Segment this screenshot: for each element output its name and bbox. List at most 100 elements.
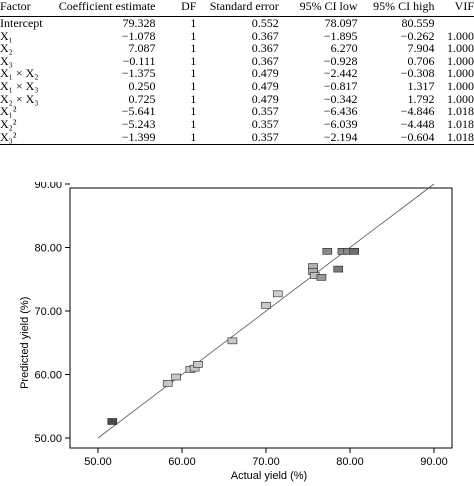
header-factor: Factor (0, 0, 59, 17)
cell-factor: X₁² (0, 104, 17, 119)
cell-factor: Intercept (0, 16, 43, 30)
cell-vif: 1.018 (447, 104, 474, 119)
data-points (107, 248, 360, 425)
cell-factor: X₂² (0, 116, 17, 131)
cell-ci-low: −6.039 (323, 116, 358, 131)
cell-vif: 1.000 (447, 78, 474, 93)
cell-ci-high: −0.262 (400, 28, 435, 43)
cell-coef: 7.087 (128, 41, 156, 56)
y-axis-label: Predicted yield (%) (19, 297, 31, 389)
cell-ci-low: −0.817 (323, 78, 358, 93)
cell-se: 0.357 (251, 116, 279, 131)
cell-vif: 1.018 (434, 130, 474, 146)
cell-vif: 1.000 (447, 53, 474, 68)
cell-vif: 1.000 (447, 91, 474, 106)
cell-factor: X₃² (0, 130, 59, 146)
table-row: X₁ −1.078 1 0.367 −1.895 −0.262 1.000 (0, 28, 474, 43)
data-point (261, 301, 271, 309)
data-point (316, 274, 327, 281)
cell-ci-low: −1.895 (323, 28, 358, 43)
table-row: X₁ × X₃ 0.250 1 0.479 −0.817 1.317 1.000 (0, 80, 474, 93)
data-point (193, 361, 203, 368)
x-tick-label: 70.00 (252, 456, 280, 468)
header-ci-low: 95% CI low (278, 0, 358, 17)
cell-ci-low: 78.097 (324, 16, 358, 30)
table-row: X₃² −1.399 1 0.357 −2.194 −0.604 1.018 (0, 130, 474, 146)
cell-coef: −5.641 (121, 104, 156, 119)
cell-coef: −5.243 (121, 116, 156, 131)
cell-coef: −0.111 (122, 53, 156, 68)
data-point (322, 248, 333, 255)
table-row: X₂ × X₃ 0.725 1 0.479 −0.342 1.792 1.000 (0, 91, 474, 106)
cell-ci-high: −0.604 (357, 130, 435, 146)
header-ci-high: 95% CI high (357, 0, 435, 17)
x-tick-label: 80.00 (336, 456, 364, 468)
cell-coef: −1.375 (121, 66, 156, 81)
cell-ci-low: 6.270 (330, 41, 358, 56)
cell-ci-low: −2.194 (278, 130, 358, 146)
cell-df: 1 (190, 116, 197, 131)
reference-line (97, 183, 435, 439)
table-row: X₁ × X₂ −1.375 1 0.479 −2.442 −0.308 1.0… (0, 67, 474, 80)
cell-coef: 0.725 (128, 91, 156, 106)
data-point (333, 265, 344, 273)
cell-se: 0.367 (251, 41, 279, 56)
cell-ci-low: −0.342 (323, 91, 358, 106)
table-header-row: Factor Coefficient estimate DF Standard … (0, 0, 474, 17)
x-axis: 50.00 60.00 70.00 80.00 90.00 (84, 448, 448, 468)
cell-ci-high: 1.317 (407, 78, 435, 93)
y-tick-label: 70.00 (34, 306, 62, 318)
cell-se: 0.479 (251, 66, 279, 81)
cell-df: 1 (190, 28, 197, 43)
cell-vif (434, 17, 474, 30)
cell-df: 1 (190, 78, 197, 93)
cell-ci-high: 0.706 (407, 53, 435, 68)
table-row: X₁² −5.641 1 0.357 −6.436 −4.846 1.018 (0, 105, 474, 118)
cell-ci-high: −0.308 (400, 66, 435, 81)
table-row: Intercept 79.328 1 0.552 78.097 80.559 (0, 17, 474, 30)
y-tick-label: 60.00 (34, 370, 62, 382)
cell-factor: X₁ × X₂ (0, 66, 39, 81)
cell-ci-high: 7.904 (407, 41, 435, 56)
data-point (349, 248, 360, 255)
data-point (107, 418, 118, 425)
cell-factor: X₂ (0, 41, 13, 56)
y-tick-label: 80.00 (34, 243, 62, 255)
x-tick-label: 90.00 (420, 456, 448, 468)
cell-ci-high: 1.792 (407, 91, 435, 106)
cell-vif: 1.000 (447, 28, 474, 43)
cell-df: 1 (190, 66, 197, 81)
cell-coef: −1.078 (121, 28, 156, 43)
cell-se: 0.552 (251, 16, 279, 30)
x-tick-label: 50.00 (84, 456, 112, 468)
header-standard-error: Standard error (196, 0, 279, 17)
x-tick-label: 60.00 (168, 456, 196, 468)
cell-df: 1 (190, 16, 197, 30)
table-row: X₂ 7.087 1 0.367 6.270 7.904 1.000 (0, 42, 474, 55)
y-tick-label: 50.00 (34, 433, 62, 445)
cell-se: 0.479 (251, 91, 279, 106)
cell-se: 0.357 (196, 130, 279, 146)
data-point (171, 373, 181, 381)
cell-df: 1 (155, 130, 197, 146)
y-axis: 50.00 60.00 70.00 80.00 90.00 (34, 182, 70, 445)
cell-ci-low: −2.442 (323, 66, 358, 81)
data-point (272, 290, 283, 298)
cell-df: 1 (190, 104, 197, 119)
coefficient-table-section: Factor Coefficient estimate DF Standard … (0, 0, 474, 172)
header-coefficient: Coefficient estimate (58, 0, 156, 17)
data-point (227, 337, 238, 345)
cell-coef: 0.250 (128, 78, 156, 93)
yield-scatter-chart: 50.00 60.00 70.00 80.00 90.00 50.00 60.00 70.0… (19, 182, 453, 482)
cell-vif: 1.000 (447, 66, 474, 81)
cell-se: 0.479 (251, 78, 279, 93)
table-row: X₃ −0.111 1 0.367 −0.928 0.706 1.000 (0, 55, 474, 68)
cell-ci-high: 80.559 (401, 16, 435, 30)
cell-coef: 79.328 (122, 16, 156, 30)
cell-df: 1 (190, 91, 197, 106)
cell-ci-high: −4.846 (400, 104, 435, 119)
cell-ci-high: −4.448 (400, 116, 435, 131)
cell-vif: 1.018 (447, 116, 474, 131)
y-tick-label: 90.00 (34, 182, 62, 191)
data-point (162, 380, 173, 387)
